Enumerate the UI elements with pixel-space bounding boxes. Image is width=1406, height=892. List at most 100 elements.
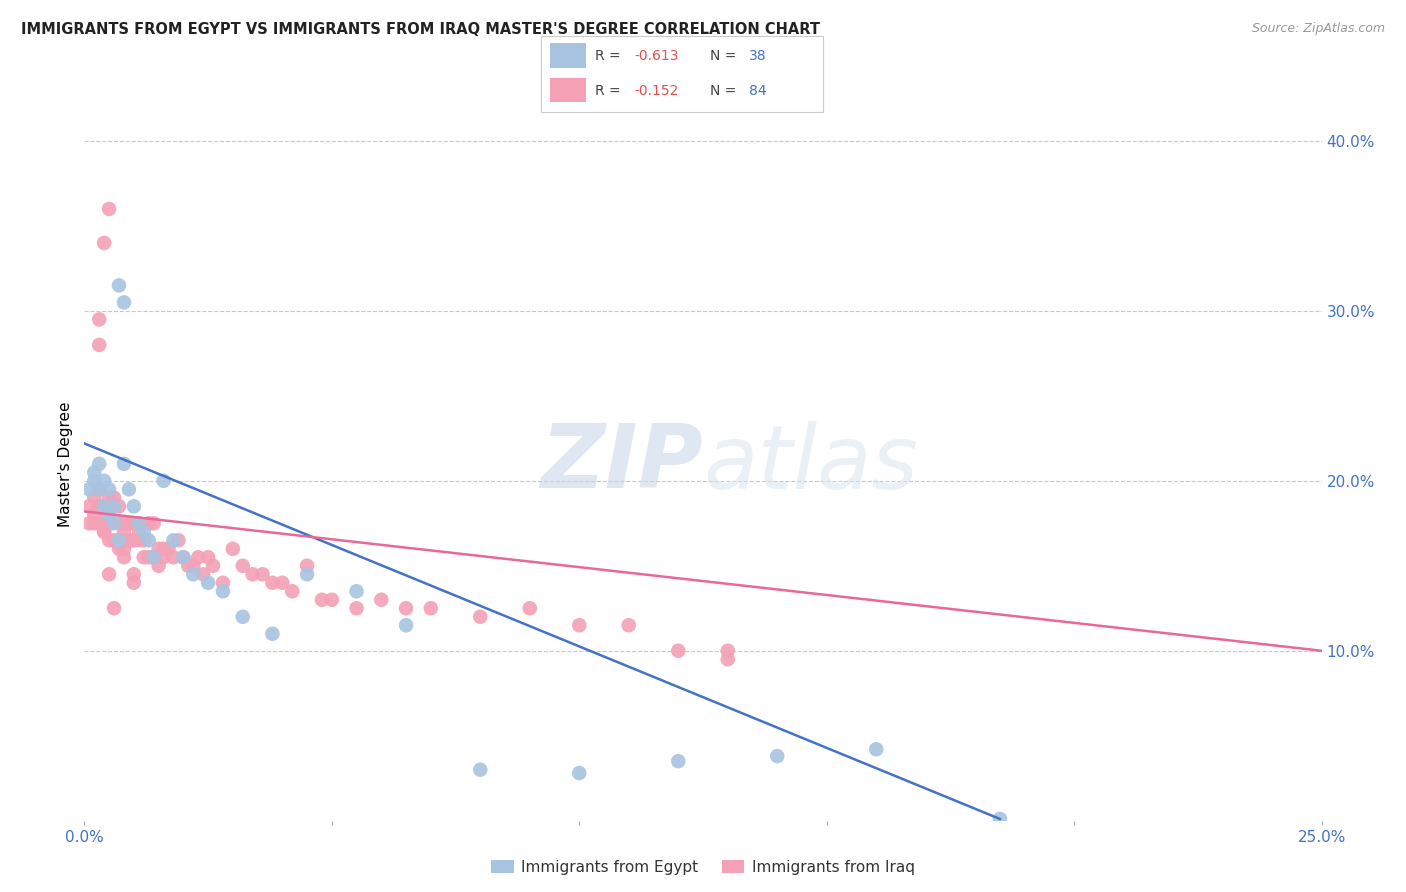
Point xyxy=(118,533,141,548)
Point xyxy=(142,550,165,565)
Point xyxy=(93,524,115,539)
Point xyxy=(108,278,131,293)
Point xyxy=(148,558,170,573)
Point xyxy=(79,500,101,514)
Point xyxy=(167,533,190,548)
Point xyxy=(103,533,125,548)
Point xyxy=(83,516,105,531)
Point xyxy=(177,558,200,573)
Point xyxy=(181,558,204,573)
Point xyxy=(222,541,245,556)
Point xyxy=(666,754,689,768)
Point xyxy=(132,550,155,565)
Point xyxy=(142,550,165,565)
Point xyxy=(142,516,165,531)
Point xyxy=(262,575,284,590)
Point xyxy=(118,483,141,497)
Point xyxy=(252,567,274,582)
Point xyxy=(103,601,125,615)
Point xyxy=(108,541,131,556)
Point xyxy=(128,533,150,548)
Point xyxy=(83,466,105,480)
Point xyxy=(112,550,135,565)
Point xyxy=(232,558,254,573)
Point xyxy=(122,575,145,590)
Point xyxy=(83,491,105,505)
Point xyxy=(197,550,219,565)
Point xyxy=(93,500,115,514)
Point xyxy=(118,533,141,548)
Point xyxy=(617,618,640,632)
Point xyxy=(93,500,115,514)
Text: N =: N = xyxy=(710,49,741,63)
Point xyxy=(162,533,184,548)
Point xyxy=(191,567,214,582)
Point xyxy=(89,312,111,326)
Point xyxy=(666,644,689,658)
Point xyxy=(89,483,111,497)
Point xyxy=(519,601,541,615)
Point xyxy=(242,567,264,582)
Point xyxy=(157,541,180,556)
Point xyxy=(419,601,441,615)
Point xyxy=(162,550,184,565)
Point xyxy=(232,609,254,624)
Point xyxy=(717,644,740,658)
Point xyxy=(470,763,492,777)
Point xyxy=(172,550,194,565)
Point xyxy=(103,500,125,514)
Point xyxy=(103,491,125,505)
Point xyxy=(93,474,115,488)
Point xyxy=(98,508,121,522)
Point xyxy=(93,508,115,522)
Point xyxy=(118,516,141,531)
Point xyxy=(212,575,235,590)
Point xyxy=(717,652,740,666)
Point xyxy=(395,601,418,615)
Bar xyxy=(550,78,586,103)
Point xyxy=(197,575,219,590)
Text: atlas: atlas xyxy=(703,421,918,507)
Point xyxy=(122,500,145,514)
Point xyxy=(112,295,135,310)
Legend: Immigrants from Egypt, Immigrants from Iraq: Immigrants from Egypt, Immigrants from I… xyxy=(485,854,921,880)
Point xyxy=(152,550,174,565)
Point xyxy=(122,567,145,582)
Point xyxy=(89,457,111,471)
Point xyxy=(98,491,121,505)
Text: 38: 38 xyxy=(749,49,768,63)
Point xyxy=(98,567,121,582)
Point xyxy=(132,524,155,539)
Bar xyxy=(550,44,586,68)
Point xyxy=(202,558,225,573)
Text: -0.613: -0.613 xyxy=(634,49,679,63)
Point xyxy=(346,601,368,615)
Point xyxy=(108,533,131,548)
Point xyxy=(93,524,115,539)
Point xyxy=(865,742,887,756)
Point xyxy=(122,533,145,548)
Point xyxy=(311,592,333,607)
Text: R =: R = xyxy=(595,49,624,63)
Point xyxy=(112,541,135,556)
Point xyxy=(271,575,294,590)
Point xyxy=(98,533,121,548)
Point xyxy=(83,474,105,488)
Point xyxy=(568,766,591,780)
Text: N =: N = xyxy=(710,84,741,98)
Point xyxy=(321,592,343,607)
Point xyxy=(128,516,150,531)
Point xyxy=(395,618,418,632)
Point xyxy=(470,609,492,624)
Point xyxy=(295,567,318,582)
Point xyxy=(172,550,194,565)
Point xyxy=(112,457,135,471)
Point xyxy=(103,516,125,531)
Point xyxy=(138,533,160,548)
Point xyxy=(79,516,101,531)
Point xyxy=(370,592,392,607)
Point xyxy=(568,618,591,632)
Text: Source: ZipAtlas.com: Source: ZipAtlas.com xyxy=(1251,22,1385,36)
Point xyxy=(108,533,131,548)
Point xyxy=(152,541,174,556)
